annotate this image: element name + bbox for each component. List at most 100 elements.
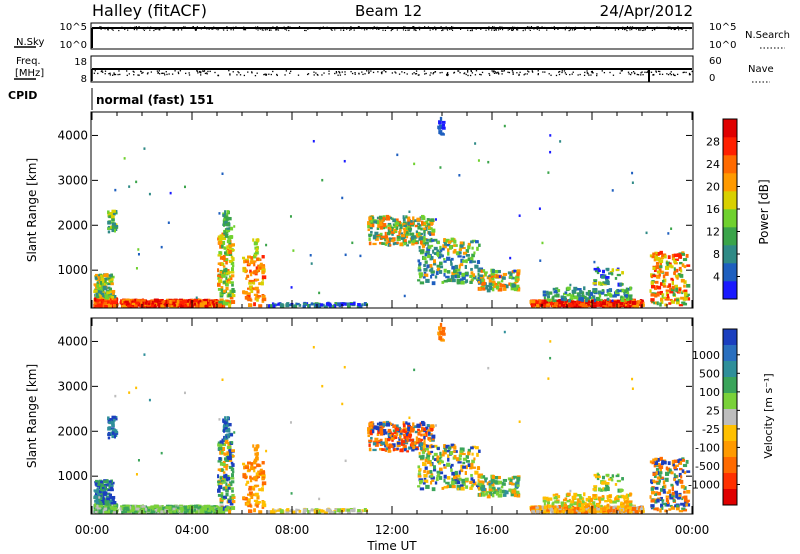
nsearch-dot [127,29,129,31]
velocity-echo-cell [97,492,101,496]
nsearch-dot [304,27,307,29]
nsearch-dot [217,29,219,31]
power-echo-cell [509,256,512,260]
power-echo-cell [585,291,590,296]
nave-dot [112,74,114,76]
power-echo-cell [253,260,257,263]
nsearch-dot [275,29,278,31]
power-echo-cell [658,273,661,277]
power-echo-cell [627,303,630,307]
power-echo-cell [385,216,391,221]
nsearch-dot [341,27,343,29]
nave-dot [185,72,187,75]
power-echo-cell [431,239,435,242]
velocity-echo-cell [98,502,102,506]
power-echo-cell [205,303,209,308]
power-echo-cell [369,220,372,223]
power-echo-cell [471,273,476,278]
power-echo-cell [673,267,676,271]
power-echo-cell [376,233,381,237]
nave-dot [467,70,469,72]
nsearch-dot [264,28,266,30]
power-echo-cell [497,281,501,285]
velocity-echo-cell [390,432,394,436]
power-echo-cell [417,269,422,272]
power-echo-cell [379,222,383,227]
freq-frame [90,55,694,83]
velocity-echo-cell [111,497,115,501]
nsearch-dot [382,29,384,31]
power-echo-cell [225,276,228,280]
power-echo-cell [422,256,427,261]
nsearch-dot [623,27,625,29]
power-echo-cell [290,286,293,289]
power-echo-cell [569,297,574,301]
velocity-echo-cell [430,433,433,436]
power-echo-cell [403,229,408,234]
power-echo-cell [424,224,428,229]
nsearch-dot [281,27,283,30]
nsearch-dot [195,29,197,31]
nave-dot [470,70,472,72]
nave-dot [94,70,96,72]
power-echo-cell [656,270,661,274]
nave-dot [200,74,202,76]
nsearch-dot [134,26,136,28]
power-echo-cell [225,270,231,275]
power-echo-cell [458,264,461,269]
power-echo-cell [402,223,406,227]
velocity-echo-cell [222,495,227,499]
power-echo-cell [620,295,623,299]
nsearch-dot [378,28,380,30]
velocity-echo-cell [402,445,405,450]
power-echo-cell [127,303,132,307]
power-echo-cell [488,282,493,286]
nave-dot [317,74,319,76]
velocity-echo-cell [217,468,221,471]
velocity-echo-cell [424,430,428,435]
nave-dot [647,70,649,72]
power-echo-cell [173,304,177,307]
velocity-echo-cell [383,429,387,433]
power-echo-cell [672,257,675,261]
nsearch-dot [429,29,431,31]
nsearch-dot [181,29,183,31]
nsearch-dot [644,29,646,31]
velocity-echo-cell [248,488,252,491]
nave-dot [270,73,272,76]
power-echo-cell [93,283,96,286]
nsearch-dot [568,27,570,29]
power-echo-cell [457,268,461,272]
power-echo-cell [223,268,228,273]
nsearch-dot [403,26,405,28]
nsearch-dot [638,27,640,29]
power-echo-cell [450,237,455,241]
power-echo-cell [106,300,111,305]
nave-dot [117,73,119,76]
power-echo-cell [359,254,362,258]
nsearch-dot [631,26,634,28]
velocity-echo-cell [407,433,413,437]
power-echo-cell [106,286,111,289]
velocity-echo-cell [246,480,250,484]
velocity-echo-cell [104,511,108,514]
nsearch-dot [622,27,624,29]
velocity-echo-cell [183,510,188,514]
velocity-echo-cell [101,506,105,510]
power-echo-cell [419,275,422,279]
nsearch-dot [93,27,95,30]
nsearch-dot [499,27,501,29]
power-echo-cell [662,274,666,279]
nave-dot [383,70,385,72]
nave-dot [141,72,143,74]
nsearch-dot [512,29,514,32]
velocity-echo-cell [376,433,380,436]
power-echo-cell [172,301,176,305]
power-echo-cell [620,302,623,306]
power-echo-cell [387,222,392,226]
nsearch-dot [419,26,421,29]
power-echo-cell [183,185,186,189]
power-echo-cell [623,289,628,294]
velocity-echo-cell [148,506,152,510]
velocity-echo-cell [426,424,430,427]
